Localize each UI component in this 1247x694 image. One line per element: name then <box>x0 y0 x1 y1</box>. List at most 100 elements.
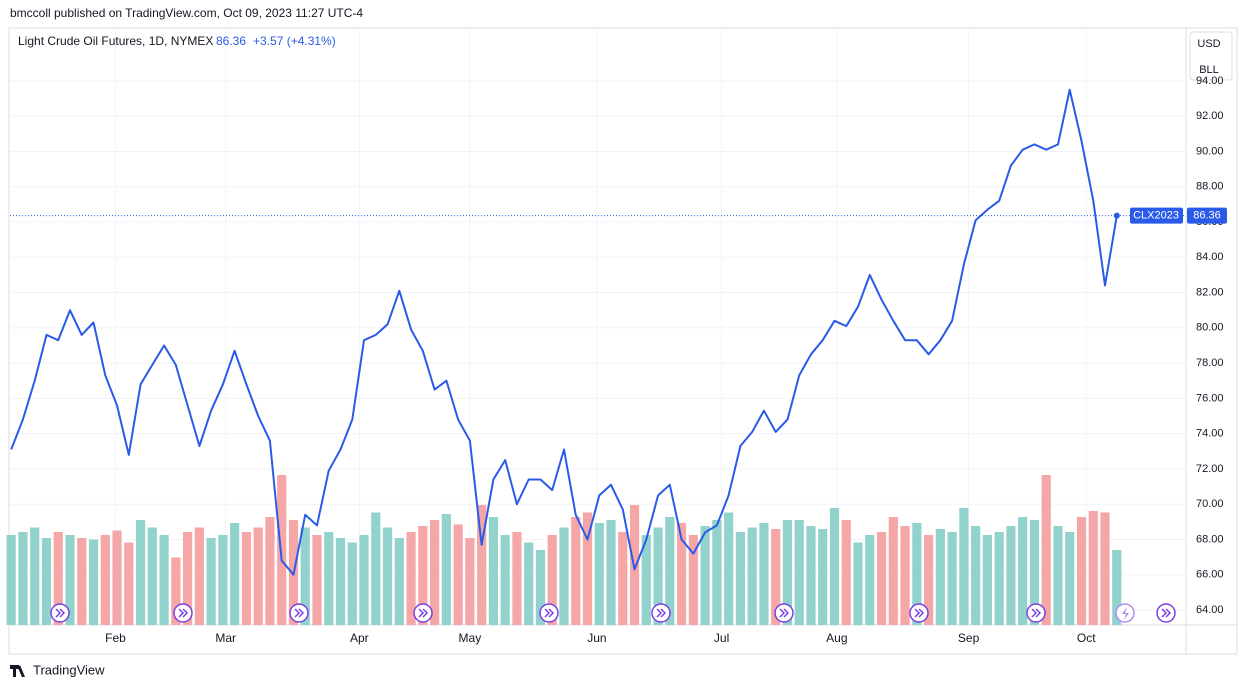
volume-bar <box>159 535 169 625</box>
y-tick-label: 82.00 <box>1196 286 1224 298</box>
x-tick-label: Mar <box>215 631 236 645</box>
symbol-tag <box>1130 207 1183 224</box>
volume-bar <box>724 512 734 625</box>
volume-bar <box>347 542 357 625</box>
volume-bar <box>65 535 75 625</box>
volume-bar <box>88 539 99 625</box>
volume-bar <box>512 532 522 625</box>
unit-button[interactable]: BLL <box>1199 64 1219 76</box>
event-arrow <box>418 608 429 618</box>
currency-button[interactable]: USD <box>1197 38 1220 50</box>
y-tick-label: 90.00 <box>1196 145 1224 157</box>
logo-text: TradingView <box>33 662 105 677</box>
volume-bar <box>418 526 428 625</box>
event-arrow <box>544 608 555 618</box>
event-icon[interactable] <box>413 603 433 623</box>
price-line <box>10 88 1118 576</box>
event-icon[interactable] <box>651 603 671 623</box>
volume-bar <box>700 526 710 625</box>
volume-bar <box>53 532 63 625</box>
volume-bar <box>618 532 628 625</box>
y-tick-label: 74.00 <box>1196 428 1224 440</box>
volume-bar <box>982 535 992 625</box>
volume-bar <box>735 532 745 625</box>
volume-bar <box>112 530 122 625</box>
volume-bar <box>594 523 604 625</box>
volume-bar <box>606 520 616 625</box>
event-icon[interactable] <box>50 603 70 623</box>
y-tick-label: 78.00 <box>1196 357 1224 369</box>
volume-bar <box>1018 517 1028 625</box>
volume-bar <box>18 532 28 625</box>
volume-bar <box>206 538 216 625</box>
event-arrow <box>294 608 305 618</box>
volume-bar <box>406 532 416 625</box>
event-bolt <box>1122 607 1129 620</box>
frame <box>8 27 1238 655</box>
price-tag <box>1187 207 1227 224</box>
x-tick-label: May <box>459 631 482 645</box>
volume-bar <box>547 535 557 625</box>
volume-bar <box>935 529 945 625</box>
y-tick-label: 92.00 <box>1196 110 1224 122</box>
event-arrow <box>178 608 189 618</box>
volume-bar <box>1088 511 1098 625</box>
y-tick-label: 94.00 <box>1196 75 1224 87</box>
volume-bar <box>335 538 346 625</box>
y-tick-label: 84.00 <box>1196 251 1224 263</box>
volume-bar <box>759 523 769 625</box>
y-tick-label: 64.00 <box>1196 604 1224 616</box>
volume-bar <box>582 512 593 625</box>
volume-bar <box>1029 520 1040 625</box>
event-icon[interactable] <box>909 603 929 623</box>
volume-bar <box>1065 532 1075 625</box>
y-tick-label: 80.00 <box>1196 322 1224 334</box>
volume-bar <box>265 517 275 625</box>
volume-bar <box>535 550 546 625</box>
volume-bar <box>253 527 263 625</box>
event-arrow <box>1161 608 1172 618</box>
volume-bar <box>324 532 334 625</box>
volume-bar <box>688 535 698 625</box>
price-tag-label: 86.36 <box>1193 210 1221 222</box>
header-price: 86.36 <box>216 34 246 48</box>
y-tick-label: 68.00 <box>1196 533 1224 545</box>
volume-bar <box>218 535 228 625</box>
volume-bar <box>77 538 87 625</box>
volume-bar <box>806 526 816 625</box>
volume-bar <box>1112 550 1122 625</box>
volume-bar <box>477 505 487 625</box>
volume-bar <box>677 523 687 625</box>
event-arrow <box>779 608 790 618</box>
volume-bar <box>829 508 840 625</box>
volume-bar <box>30 527 40 625</box>
volume-bar <box>971 526 981 625</box>
volume-bar <box>359 535 369 625</box>
volume-bar <box>500 535 510 625</box>
y-tick-label: 72.00 <box>1196 463 1224 475</box>
y-tick-label: 88.00 <box>1196 181 1224 193</box>
volume-bar <box>183 532 193 625</box>
event-icon[interactable] <box>539 603 559 623</box>
event-icon[interactable] <box>1026 603 1046 623</box>
last-point <box>1113 212 1120 219</box>
volume-bar <box>841 520 851 625</box>
event-arrow <box>914 608 925 618</box>
volume-bar <box>124 542 134 625</box>
volume-bar <box>712 520 722 625</box>
event-icon[interactable] <box>289 603 309 623</box>
volume-bar <box>1006 526 1016 625</box>
volume-bar <box>382 527 393 625</box>
volume-bar <box>135 520 146 625</box>
event-arrow <box>55 608 66 618</box>
volume-bar <box>465 538 475 625</box>
event-icon[interactable] <box>774 603 794 623</box>
chart-title: Light Crude Oil Futures, 1D, NYMEX <box>18 34 213 48</box>
volume-bar <box>853 542 863 625</box>
volume-bar <box>747 527 757 625</box>
volume-bar <box>230 523 240 625</box>
volume-bar <box>171 557 181 625</box>
event-icon[interactable] <box>173 603 193 623</box>
volume-bar <box>994 532 1004 625</box>
unit-box[interactable] <box>1189 31 1233 81</box>
